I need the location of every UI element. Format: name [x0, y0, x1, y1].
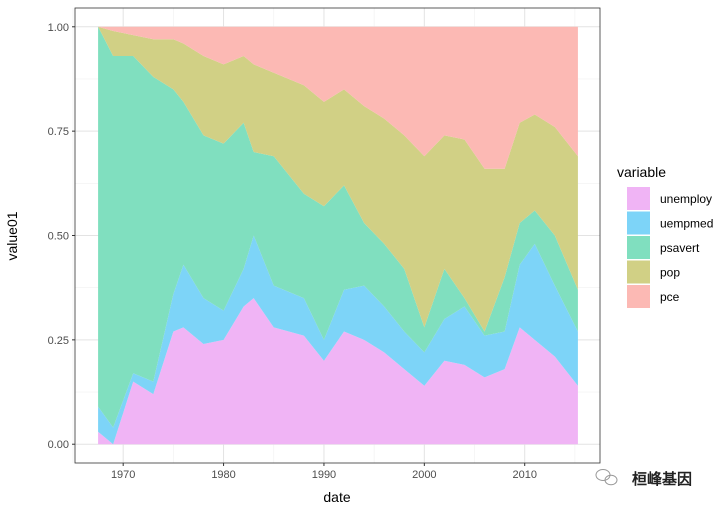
watermark: 桓峰基因 [595, 469, 692, 488]
legend-key-psavert [627, 236, 650, 259]
x-tick-label: 1980 [211, 469, 235, 481]
x-tick-label: 2010 [512, 469, 536, 481]
y-axis-title: value01 [4, 211, 20, 260]
legend-label-unemploy: unemploy [660, 192, 712, 206]
x-axis: 1970 1980 1990 2000 2010 [111, 463, 537, 481]
legend-title: variable [617, 164, 666, 180]
x-tick-label: 2000 [412, 469, 436, 481]
y-tick-label: 0.50 [48, 231, 69, 243]
legend-key-unemploy [627, 187, 650, 210]
area-pop [98, 26, 578, 332]
area-pce [98, 26, 578, 169]
y-tick-label: 0.75 [48, 126, 69, 138]
y-tick-label: 0.00 [48, 439, 69, 451]
y-tick-label: 1.00 [48, 22, 69, 34]
legend-label-pce: pce [660, 290, 680, 304]
area-unemploy [98, 298, 578, 445]
legend-key-uempmed [627, 211, 650, 235]
x-tick-label: 1970 [111, 469, 135, 481]
legend-label-pop: pop [660, 266, 680, 280]
y-axis: 0.00 0.25 0.50 0.75 1.00 [48, 22, 75, 451]
legend: unemploy uempmed psavert pop pce [627, 187, 713, 308]
wechat-icon [595, 469, 618, 486]
y-tick-label: 0.25 [48, 335, 69, 347]
watermark-text: 桓峰基因 [632, 470, 692, 488]
area-uempmed [98, 235, 578, 445]
area-psavert [98, 26, 578, 428]
areas [98, 26, 578, 445]
legend-label-psavert: psavert [660, 241, 700, 255]
legend-key-pce [627, 285, 650, 308]
legend-key-pop [627, 260, 650, 284]
x-tick-label: 1990 [312, 469, 336, 481]
x-axis-title: date [323, 489, 350, 505]
legend-label-uempmed: uempmed [660, 217, 713, 231]
